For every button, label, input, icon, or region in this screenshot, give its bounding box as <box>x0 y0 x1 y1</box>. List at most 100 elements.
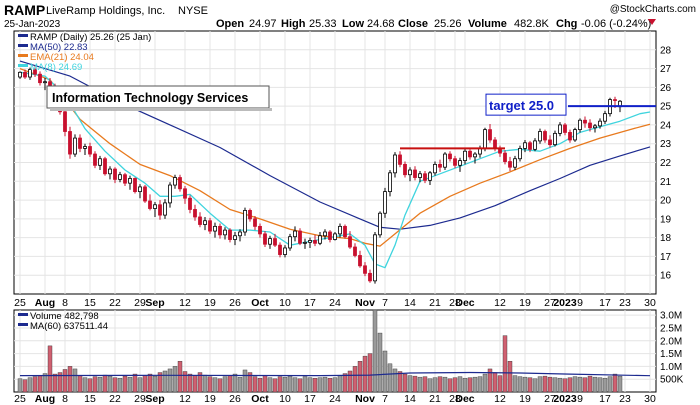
volume-bar <box>617 375 623 393</box>
volume-bar <box>472 376 478 393</box>
volume-bar <box>237 376 243 393</box>
candle-body <box>113 168 117 180</box>
candle-body <box>18 71 22 78</box>
volume-bar <box>282 376 288 393</box>
x-tick-label: 23 <box>619 297 631 309</box>
candle-body <box>293 230 297 238</box>
candle-body <box>118 174 122 180</box>
volume-label: Volume <box>468 18 507 30</box>
x-tick-label: 22 <box>109 297 121 309</box>
price-y-axis: 16 17 18 19 20 21 22 23 24 25 26 27 28 <box>660 45 672 281</box>
volume-bar <box>387 363 393 393</box>
candle-body <box>463 150 467 162</box>
x-tick-label: 7 <box>382 393 388 405</box>
x-tick-label: 19 <box>519 393 531 405</box>
y-tick-label: 1.0M <box>660 362 682 373</box>
x-tick-label: 10 <box>279 297 291 309</box>
candle-body <box>228 229 232 240</box>
candle-body <box>283 247 287 255</box>
volume-bar <box>172 366 178 393</box>
x-tick-label: 17 <box>599 297 611 309</box>
volume-bar <box>317 377 323 393</box>
x-tick-label: 10 <box>279 393 291 405</box>
volume-bar <box>487 368 493 393</box>
moving-averages <box>19 60 651 269</box>
annotation-text: Information Technology Services <box>52 91 248 105</box>
volume-bar <box>72 368 78 393</box>
candle-body <box>223 229 227 236</box>
candle-body <box>178 177 182 190</box>
legend-main: RAMP (Daily) 25.26 (25 Jan) <box>30 32 151 43</box>
x-tick-label: 9 <box>577 297 583 309</box>
x-tick-label: 12 <box>179 393 191 405</box>
candle-body <box>383 191 387 214</box>
legend-swatch <box>18 323 28 326</box>
candle-body <box>563 124 567 133</box>
volume-bar <box>207 376 213 393</box>
volume-bar <box>587 375 593 393</box>
candle-body <box>363 265 367 274</box>
candle-body <box>333 233 337 240</box>
y-tick-label: 2.0M <box>660 336 682 347</box>
volume-bar <box>92 376 98 393</box>
volume-value: 482.8K <box>514 18 550 30</box>
volume-bar <box>592 376 598 393</box>
x-tick-label: 17 <box>599 393 611 405</box>
candle-body <box>63 111 67 132</box>
volume-bar <box>412 375 418 393</box>
x-tick-label: 17 <box>304 297 316 309</box>
volume-bar <box>277 376 283 393</box>
volume-bar <box>287 375 293 393</box>
price-overlays: target 25.0 <box>400 93 656 150</box>
volume-bar <box>447 378 453 393</box>
x-tick-label: 23 <box>619 393 631 405</box>
candle-body <box>398 154 402 165</box>
volume-bar <box>542 375 548 393</box>
candle-body <box>508 161 512 168</box>
candle-body <box>348 236 352 248</box>
x-tick-label: 27 <box>544 297 556 309</box>
volume-bar <box>372 309 378 393</box>
candle-body <box>253 218 257 227</box>
close-label: Close <box>398 18 428 30</box>
volume-bar <box>457 376 463 393</box>
candle-body <box>313 240 317 244</box>
volume-bar <box>427 378 433 393</box>
x-tick-label: 8 <box>62 297 68 309</box>
x-tick-label: 12 <box>494 393 506 405</box>
volume-bar <box>377 332 383 393</box>
volume-bar <box>602 377 608 393</box>
candle-body <box>438 163 442 168</box>
candle-body <box>568 132 572 141</box>
candle-body <box>593 125 597 129</box>
volume-bar <box>157 372 163 393</box>
candle-body <box>583 119 587 124</box>
legend-volume: Volume 482,798 <box>30 311 99 322</box>
candle-body <box>43 81 47 84</box>
candle-body <box>123 174 127 184</box>
x-tick-label: 21 <box>429 297 441 309</box>
x-tick-label: 12 <box>179 297 191 309</box>
volume-bar <box>22 379 28 393</box>
high-label: High <box>281 18 306 30</box>
candle-body <box>423 173 427 181</box>
volume-bar <box>307 377 313 393</box>
high-value: 25.33 <box>309 18 337 30</box>
x-tick-label: Oct <box>251 393 269 405</box>
volume-bars <box>17 309 623 393</box>
ma8-line <box>19 71 651 269</box>
volume-bar <box>192 375 198 393</box>
volume-bar <box>17 378 23 393</box>
x-tick-label: 19 <box>204 297 216 309</box>
volume-bar <box>492 372 498 393</box>
candle-body <box>573 129 577 141</box>
x-tick-label: 9 <box>577 393 583 405</box>
x-axis-price: 25 Aug 8 15 22 29 Sep 12 19 26 Oct 10 17 24 Nov 7 14 21 28… <box>14 297 656 309</box>
volume-bar <box>232 373 238 393</box>
x-tick-label: 27 <box>544 393 556 405</box>
volume-bar <box>37 375 43 393</box>
x-tick-label: Sep <box>145 393 164 405</box>
x-tick-label: 2023 <box>553 393 577 405</box>
down-arrow-icon <box>648 19 656 25</box>
volume-bar <box>597 377 603 393</box>
